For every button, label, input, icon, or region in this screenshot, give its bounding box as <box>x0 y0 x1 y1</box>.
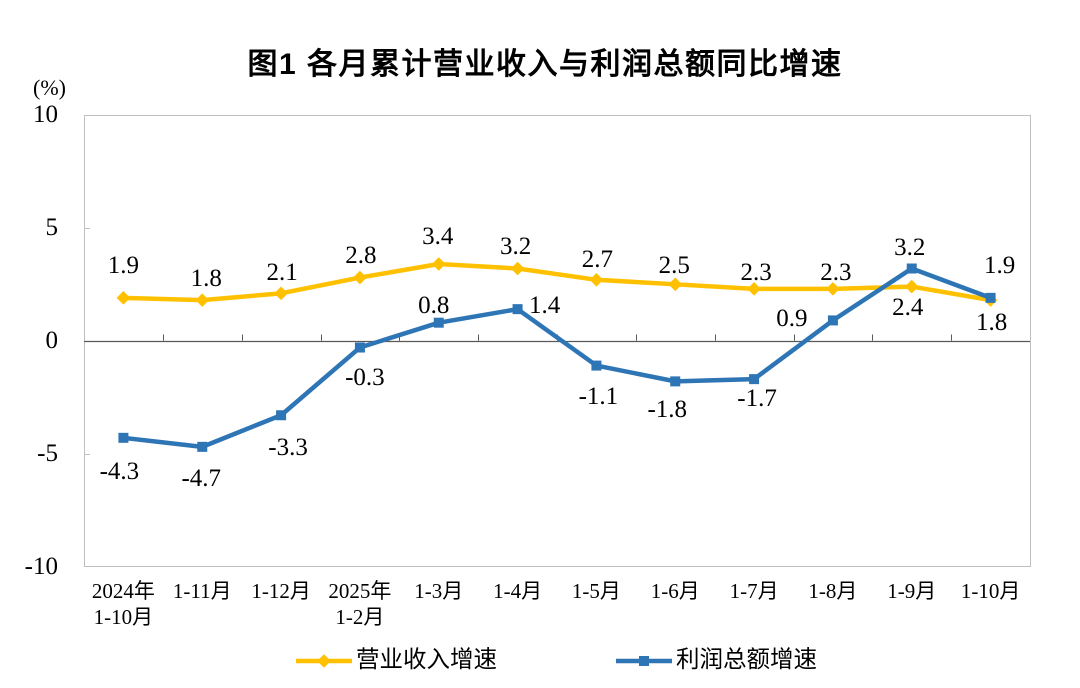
series-marker <box>826 282 840 296</box>
x-category-label: 1-5月 <box>571 579 621 603</box>
data-label: 3.4 <box>422 223 454 251</box>
x-category-label: 1-11月 <box>172 579 232 603</box>
y-tick-label: 5 <box>45 213 59 241</box>
data-label: 1.8 <box>190 264 222 292</box>
data-label: -0.3 <box>345 364 385 392</box>
data-label: 1.9 <box>983 252 1016 280</box>
y-axis-unit-label: (%) <box>33 75 66 100</box>
series-marker <box>589 272 604 287</box>
data-label: -1.1 <box>578 383 619 411</box>
series-marker <box>116 291 131 305</box>
x-category-label: 1-3月 <box>414 579 464 603</box>
data-label: -1.8 <box>647 395 688 423</box>
series-marker <box>274 286 288 301</box>
x-category-label: 1-7月 <box>729 579 779 603</box>
series-marker <box>827 315 838 326</box>
data-label: 0.8 <box>418 292 450 320</box>
legend-marker <box>639 655 649 666</box>
series-marker <box>354 342 365 353</box>
series-marker <box>747 282 761 296</box>
series-marker <box>668 277 683 292</box>
legend-label-revenue: 营业收入增速 <box>356 647 497 673</box>
data-label: 2.3 <box>820 259 852 287</box>
x-category-label: 1-9月 <box>887 579 937 603</box>
legend-item-profit: 利润总额增速 <box>616 647 817 674</box>
x-category-label: 1-4月 <box>493 579 543 603</box>
series-marker <box>195 293 210 307</box>
legend-marker-revenue-icon <box>296 653 352 668</box>
x-category-label: 1-6月 <box>650 579 700 603</box>
series-marker <box>985 292 996 303</box>
series-marker <box>904 279 919 294</box>
data-label: 1.9 <box>107 252 140 280</box>
data-label: -3.3 <box>268 433 308 461</box>
series-marker <box>431 257 446 271</box>
series-marker <box>510 261 525 276</box>
series-line <box>121 261 993 303</box>
data-label: 2.5 <box>658 251 690 279</box>
series-marker <box>197 441 208 452</box>
data-label: 2.4 <box>892 294 924 322</box>
data-label: 3.2 <box>894 234 926 261</box>
data-label: 2.3 <box>740 259 772 287</box>
y-tick-label: -10 <box>24 552 58 580</box>
y-tick-label: -5 <box>37 439 58 467</box>
y-tick-label: 10 <box>33 101 58 128</box>
series-marker <box>353 270 367 285</box>
x-category-label: 1-12月 <box>251 579 311 603</box>
legend-item-revenue: 营业收入增速 <box>296 647 497 674</box>
series-marker <box>749 374 760 385</box>
x-category-label: 2025年 1-2月 <box>328 579 392 629</box>
y-tick-label: 0 <box>45 326 59 354</box>
series-marker <box>591 360 602 371</box>
data-label: -4.3 <box>99 458 140 486</box>
legend-marker-profit-icon <box>616 655 672 666</box>
x-category-label: 1-10月 <box>960 579 1021 603</box>
series-profit <box>118 263 996 452</box>
data-label: 1.8 <box>975 308 1008 336</box>
x-category-label: 2024年 1-10月 <box>91 579 155 629</box>
data-label: 3.2 <box>499 233 532 260</box>
data-label: -1.7 <box>737 384 777 412</box>
chart-title: 图1 各月累计营业收入与利润总额同比增速 <box>247 48 843 81</box>
series-marker <box>433 317 444 328</box>
x-category-label: 1-8月 <box>808 579 858 603</box>
series-marker <box>906 263 917 274</box>
data-label: 1.4 <box>528 291 561 319</box>
series-marker <box>670 376 681 387</box>
series-marker <box>276 410 287 421</box>
data-label: 0.9 <box>776 304 808 332</box>
data-label: 2.8 <box>345 242 377 270</box>
series-revenue <box>116 257 998 307</box>
legend-marker <box>317 653 331 668</box>
series-marker <box>512 304 523 315</box>
series-marker <box>118 432 129 443</box>
legend-label-profit: 利润总额增速 <box>676 647 817 673</box>
data-label: 2.7 <box>581 246 614 274</box>
data-label: 2.1 <box>266 258 298 286</box>
series-line <box>121 266 993 450</box>
data-label: -4.7 <box>181 465 222 493</box>
